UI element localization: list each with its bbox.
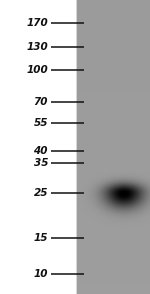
Text: 35: 35 (33, 158, 48, 168)
Bar (0, 0, 75, 294)
Text: 15: 15 (33, 233, 48, 243)
Text: 55: 55 (33, 118, 48, 128)
Text: 10: 10 (33, 269, 48, 279)
Text: 25: 25 (33, 188, 48, 198)
Text: 70: 70 (33, 97, 48, 107)
Text: 130: 130 (26, 42, 48, 52)
Text: 100: 100 (26, 65, 48, 75)
Text: 170: 170 (26, 18, 48, 28)
Text: 40: 40 (33, 146, 48, 156)
